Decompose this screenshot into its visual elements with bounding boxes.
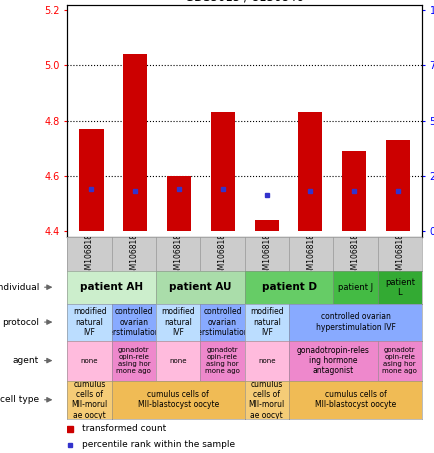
Text: controlled
ovarian
hyperstimulation IVF: controlled ovarian hyperstimulation IVF: [94, 307, 174, 337]
Bar: [298, 112, 322, 231]
Text: GSM1068181: GSM1068181: [217, 228, 227, 280]
Bar: [79, 129, 103, 231]
Text: GSM1068184: GSM1068184: [395, 228, 403, 280]
Text: percentile rank within the sample: percentile rank within the sample: [82, 440, 234, 449]
Text: GSM1068183: GSM1068183: [350, 228, 359, 280]
Bar: [210, 112, 234, 231]
Text: patient AH: patient AH: [80, 282, 143, 292]
Text: agent: agent: [13, 356, 39, 365]
Text: gonadotr
opin-rele
asing hor
mone ago: gonadotr opin-rele asing hor mone ago: [116, 347, 151, 374]
Text: controlled
ovarian
hyperstimulation IVF: controlled ovarian hyperstimulation IVF: [182, 307, 262, 337]
Text: gonadotropin-reles
ing hormone
antagonist: gonadotropin-reles ing hormone antagonis…: [296, 346, 369, 376]
Text: controlled ovarian
hyperstimulation IVF: controlled ovarian hyperstimulation IVF: [315, 313, 395, 332]
Text: modified
natural
IVF: modified natural IVF: [161, 307, 194, 337]
Text: cumulus cells of
MII-blastocyst oocyte: cumulus cells of MII-blastocyst oocyte: [137, 390, 218, 410]
Text: patient D: patient D: [261, 282, 316, 292]
Text: none: none: [169, 357, 187, 364]
Bar: [167, 176, 191, 231]
Text: GSM1068182: GSM1068182: [306, 228, 315, 280]
Text: modified
natural
IVF: modified natural IVF: [72, 307, 106, 337]
Bar: [385, 140, 409, 231]
Text: none: none: [81, 357, 98, 364]
Bar: [341, 151, 365, 231]
Bar: [123, 54, 147, 231]
Text: cumulus
cells of
MII-morul
ae oocyt: cumulus cells of MII-morul ae oocyt: [248, 380, 284, 420]
Text: gonadotr
opin-rele
asing hor
mone ago: gonadotr opin-rele asing hor mone ago: [381, 347, 416, 374]
Text: gonadotr
opin-rele
asing hor
mone ago: gonadotr opin-rele asing hor mone ago: [204, 347, 240, 374]
Text: GSM1068180: GSM1068180: [129, 228, 138, 280]
Text: GSM1068186: GSM1068186: [85, 228, 94, 280]
Text: patient J: patient J: [337, 283, 372, 292]
Text: cumulus cells of
MII-blastocyst oocyte: cumulus cells of MII-blastocyst oocyte: [314, 390, 395, 410]
Text: cumulus
cells of
MII-morul
ae oocyt: cumulus cells of MII-morul ae oocyt: [71, 380, 108, 420]
Title: GDS5015 / 8136846: GDS5015 / 8136846: [185, 0, 303, 3]
Text: individual: individual: [0, 283, 39, 292]
Text: transformed count: transformed count: [82, 424, 165, 433]
Text: GSM1068185: GSM1068185: [173, 228, 182, 280]
Text: patient AU: patient AU: [169, 282, 231, 292]
Text: none: none: [257, 357, 275, 364]
Bar: [254, 220, 278, 231]
Text: cell type: cell type: [0, 395, 39, 404]
Text: protocol: protocol: [2, 318, 39, 327]
Text: modified
natural
IVF: modified natural IVF: [250, 307, 283, 337]
Text: GSM1068187: GSM1068187: [262, 228, 271, 280]
Text: patient
L: patient L: [384, 278, 414, 297]
